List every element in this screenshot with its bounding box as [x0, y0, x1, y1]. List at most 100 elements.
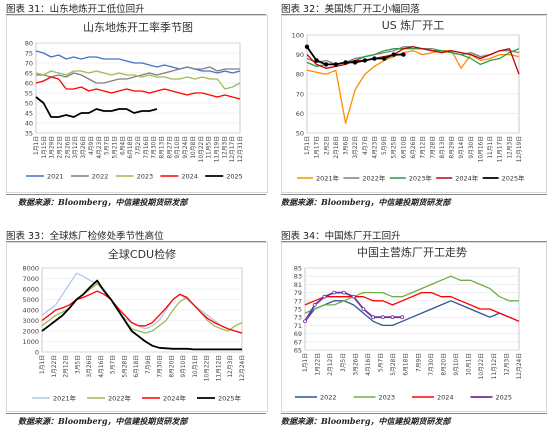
- x-tick-label: 1月1日: [302, 353, 309, 372]
- x-tick-label: 2月26日: [64, 136, 71, 159]
- data-point: [322, 294, 327, 299]
- legend-label: 2024年: [455, 174, 479, 183]
- x-tick-label: 4月16日: [98, 355, 105, 378]
- legend-label: 2024: [181, 173, 198, 181]
- data-source: 数据来源：Bloomberg，中信建投期货研发部: [18, 197, 188, 207]
- y-tick-label: 65: [25, 70, 33, 78]
- x-tick-label: 9月24日: [182, 136, 189, 159]
- data-point: [362, 58, 368, 63]
- y-tick-label: 100: [292, 32, 304, 40]
- data-source: 数据来源：Bloomberg，中信建投期货研发部: [281, 197, 451, 207]
- x-tick-label: 6月26日: [410, 136, 417, 159]
- figure-caption: 图表 33：全球炼厂检修处季节性高位: [6, 231, 164, 242]
- x-tick-label: 8月29日: [449, 136, 456, 159]
- x-tick-label: 5月25日: [391, 136, 398, 159]
- y-tick-label: 6000: [22, 286, 39, 294]
- series-line: [304, 291, 520, 322]
- y-tick-label: 85: [294, 265, 302, 273]
- x-tick-label: 3月22日: [352, 136, 359, 159]
- x-tick-label: 1月1日: [33, 136, 40, 155]
- y-tick-label: 40: [25, 120, 33, 128]
- legend-label: 2021年: [316, 174, 340, 183]
- x-tick-label: 11月17日: [497, 136, 504, 162]
- data-point: [343, 60, 348, 65]
- chart-title: 全球CDU检修: [108, 247, 176, 261]
- y-tick-label: 80: [25, 40, 33, 48]
- x-tick-label: 10月22日: [198, 136, 205, 162]
- data-point: [303, 319, 307, 324]
- y-tick-label: 71: [294, 322, 302, 330]
- x-tick-label: 3月6日: [343, 136, 350, 155]
- legend-label: 2022年: [362, 174, 386, 183]
- x-tick-label: 7月9日: [415, 353, 422, 372]
- y-tick-label: 67: [294, 338, 302, 346]
- chart-frame: [6, 242, 268, 412]
- x-tick-label: 7月30日: [157, 355, 164, 378]
- x-tick-label: 11月12日: [491, 353, 498, 379]
- x-tick-label: 5月21日: [111, 136, 118, 159]
- x-tick-label: 1月17日: [314, 136, 321, 159]
- legend-label: 2023: [137, 173, 154, 181]
- x-tick-label: 4月9日: [88, 136, 95, 155]
- x-tick-label: 1月22日: [51, 355, 58, 378]
- series-line: [306, 50, 520, 124]
- chart-frame: [281, 15, 547, 193]
- y-tick-label: 3000: [22, 317, 39, 325]
- x-tick-label: 5月28日: [390, 353, 397, 376]
- data-point: [314, 58, 319, 63]
- x-tick-label: 2月12日: [327, 353, 334, 376]
- x-tick-label: 9月30日: [468, 136, 475, 159]
- x-tick-label: 1月1日: [39, 355, 46, 374]
- y-tick-label: 73: [294, 314, 302, 322]
- x-tick-label: 2月12日: [57, 136, 64, 159]
- legend-label: 2021年: [53, 394, 77, 403]
- y-tick-label: 55: [25, 90, 33, 98]
- data-point: [380, 315, 385, 320]
- x-tick-label: 12月3日: [506, 136, 513, 159]
- source-divider: [6, 413, 266, 414]
- y-tick-label: 90: [296, 51, 304, 59]
- data-source: 数据来源：Bloomberg，中信建投期货研发部: [281, 416, 451, 426]
- x-tick-label: 7月9日: [145, 355, 152, 374]
- y-tick-label: 0: [35, 349, 39, 357]
- data-point: [381, 56, 387, 61]
- legend-label: 2022: [320, 394, 337, 402]
- y-tick-label: 5000: [22, 296, 39, 304]
- x-tick-label: 8月27日: [166, 136, 173, 159]
- x-tick-label: 5月28日: [121, 355, 128, 378]
- y-tick-label: 69: [294, 330, 302, 338]
- figure-caption: 图表 31：山东地炼开工低位回升: [6, 4, 145, 15]
- x-tick-label: 2月2日: [323, 136, 330, 155]
- y-tick-label: 4000: [22, 307, 39, 315]
- legend-label: 2023年: [409, 174, 433, 183]
- figure-caption: 图表 32：美国炼厂开工小幅回落: [281, 4, 420, 15]
- source-divider: [281, 194, 547, 195]
- series-line: [35, 50, 241, 74]
- y-tick-label: 60: [25, 80, 33, 88]
- x-tick-label: 7月12日: [420, 136, 427, 159]
- source-divider: [6, 194, 266, 195]
- series-line: [304, 300, 520, 327]
- series-line: [35, 96, 158, 118]
- data-point: [371, 315, 375, 320]
- data-point: [391, 52, 396, 57]
- x-tick-label: 11月12日: [215, 355, 222, 381]
- y-tick-label: 81: [294, 281, 302, 289]
- series-line: [41, 279, 242, 351]
- legend-label: 2025年: [502, 174, 526, 183]
- line-chart: 全球CDU检修 0 1000 2000 3000 4000 5000 6000 7000 8000…: [6, 242, 268, 412]
- x-tick-label: 5月7日: [110, 355, 117, 374]
- data-point: [390, 315, 395, 320]
- y-tick-label: 50: [25, 100, 33, 108]
- data-point: [351, 294, 356, 299]
- caption-divider: [6, 241, 266, 242]
- y-tick-label: 83: [294, 273, 302, 281]
- legend-label: 2024年: [163, 394, 187, 403]
- x-tick-label: 9月14日: [458, 136, 465, 159]
- x-tick-label: 10月1日: [466, 353, 473, 376]
- x-tick-label: 12月19日: [516, 136, 523, 162]
- x-tick-label: 2月12日: [63, 355, 70, 378]
- chart-frame: [281, 242, 547, 412]
